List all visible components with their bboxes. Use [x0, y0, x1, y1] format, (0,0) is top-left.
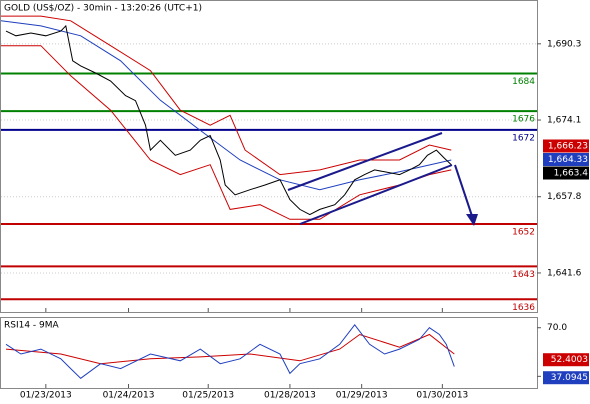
panel-0: 1684 1676 1672 1652 1643 1636 [0, 15, 537, 313]
y-tick-label: 70.0 [547, 323, 567, 333]
trend-channel [287, 132, 478, 226]
y-tick-label: 1,690.3 [547, 39, 581, 49]
arrow-head [466, 214, 478, 226]
level-label: 1676 [512, 115, 535, 125]
level-label: 1636 [512, 303, 535, 313]
channel-lower [299, 164, 453, 225]
x-tick-label: 01/23/2013 [20, 391, 72, 401]
price-tag-label: 1,664.33 [548, 155, 588, 165]
rsi-title: RSI14 - 9MA [4, 321, 60, 331]
price-tag [543, 353, 589, 367]
y-tick-label: 1,657.8 [547, 192, 582, 202]
y-tick-label: 1,674.1 [547, 116, 581, 126]
price-tag [543, 166, 589, 180]
rsi-panel [0, 317, 538, 389]
channel-upper [287, 132, 443, 191]
series-line [5, 24, 452, 216]
chart-title: GOLD (US$/OZ) - 30min - 13:20:26 (UTC+1) [4, 4, 202, 14]
x-tick-label: 01/29/2013 [336, 391, 388, 401]
series-line [5, 333, 455, 365]
series-line [1, 45, 452, 220]
x-tick-label: 01/24/2013 [103, 391, 155, 401]
level-label: 1652 [512, 228, 535, 238]
x-tick-label: 01/25/2013 [182, 391, 234, 401]
price-panel [0, 0, 538, 313]
price-tag-label: 1,663.4 [554, 169, 589, 179]
price-tag-label: 37.0945 [551, 373, 588, 383]
level-label: 1672 [512, 133, 535, 143]
series-line [5, 323, 455, 379]
level-label: 1684 [512, 77, 535, 87]
price-tag [543, 153, 589, 167]
level-label: 1643 [512, 270, 535, 280]
panel-1 [5, 323, 455, 379]
price-tag-label: 52.4003 [551, 355, 588, 365]
x-tick-label: 01/30/2013 [416, 391, 468, 401]
forecast-arrow [454, 164, 473, 217]
series-line [0, 20, 452, 191]
x-tick-label: 01/28/2013 [264, 391, 316, 401]
y-tick-label: 1,641.6 [547, 268, 582, 278]
price-tag [543, 371, 589, 385]
price-tag [543, 139, 589, 153]
series-line [1, 15, 452, 176]
price-tag-label: 1,666.23 [548, 142, 588, 152]
